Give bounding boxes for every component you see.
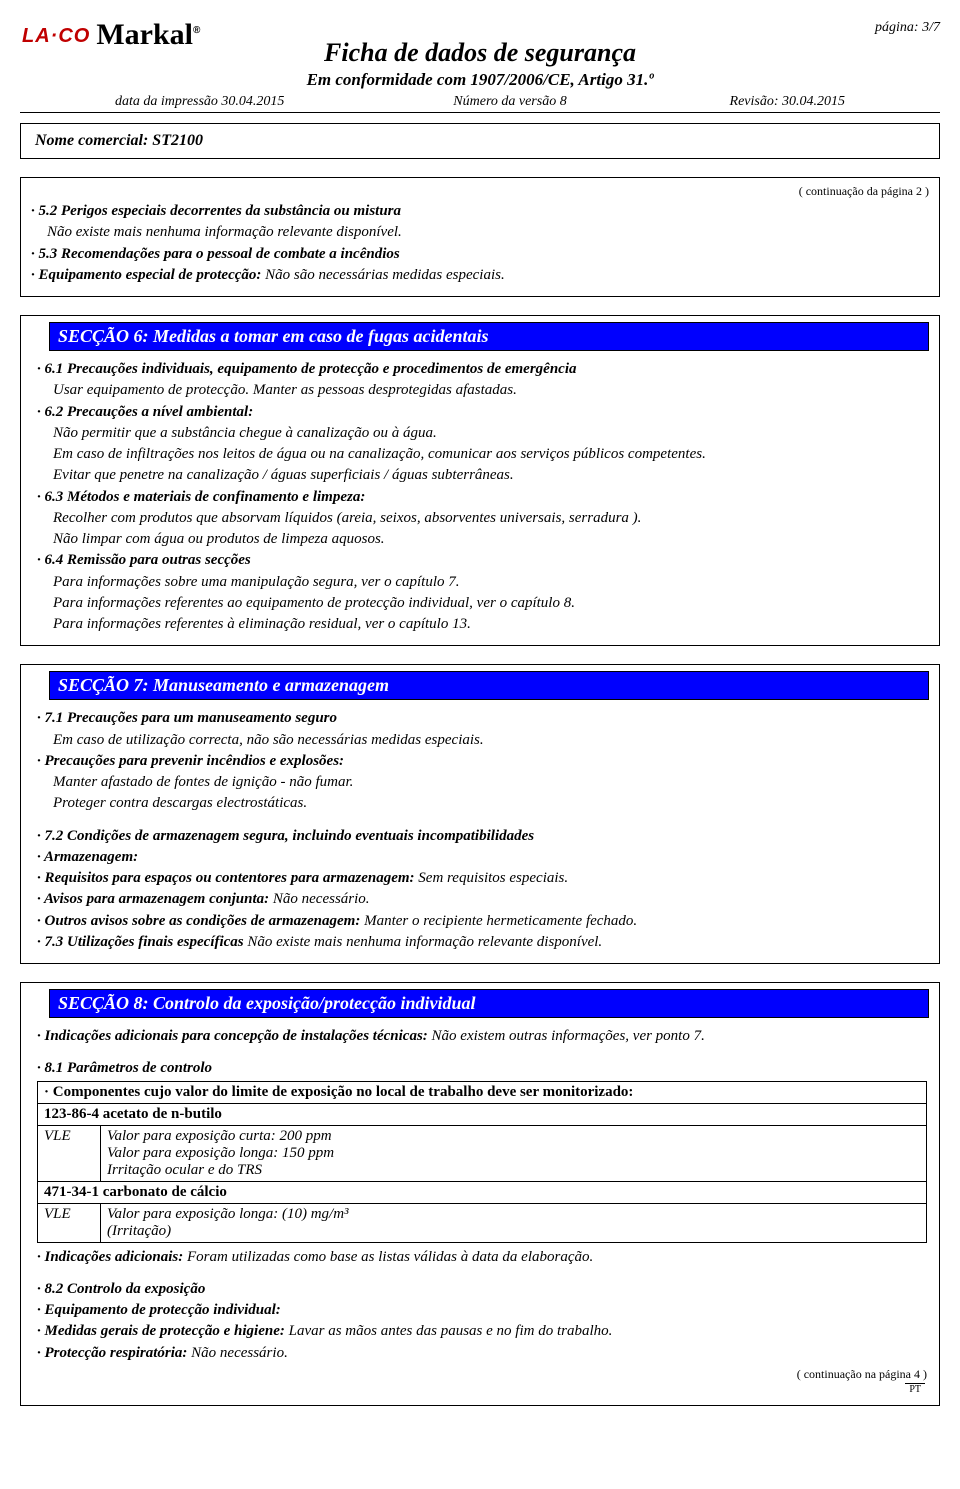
section-6: SECÇÃO 6: Medidas a tomar em caso de fug… xyxy=(20,315,940,646)
sec6-3-t2: Não limpar com água ou produtos de limpe… xyxy=(37,529,927,549)
sec8-2b-label: Medidas gerais de protecção e higiene: xyxy=(37,1323,285,1339)
sec7-2a-label: Armazenagem: xyxy=(37,849,138,865)
sec6-1-label: 6.1 Precauções individuais, equipamento … xyxy=(37,361,577,377)
sec7-3-text: Não existe mais nenhuma informação relev… xyxy=(244,934,603,950)
sec8-2-label: 8.2 Controlo da exposição xyxy=(37,1281,205,1297)
exposure-table-header: · Componentes cujo valor do limite de ex… xyxy=(44,1084,633,1100)
section-8: SECÇÃO 8: Controlo da exposição/protecçã… xyxy=(20,982,940,1406)
sec7-2b-label: Requisitos para espaços ou contentores p… xyxy=(37,870,415,886)
sec5-3-label: 5.3 Recomendações para o pessoal de comb… xyxy=(31,246,400,262)
sec6-2-label: 6.2 Precauções a nível ambiental: xyxy=(37,404,253,420)
sec7-2-label: 7.2 Condições de armazenagem segura, inc… xyxy=(37,828,534,844)
sec6-4-label: 6.4 Remissão para outras secções xyxy=(37,552,251,568)
sec6-3-t1: Recolher com produtos que absorvam líqui… xyxy=(37,508,927,528)
version-number: Número da versão 8 xyxy=(375,94,645,110)
sec7-2c-text: Não necessário. xyxy=(269,891,369,907)
sec8-b-label: Indicações adicionais: xyxy=(37,1249,183,1265)
logo-laco-text: LA·CO xyxy=(22,26,90,46)
sec7-1-t1: Em caso de utilização correcta, não são … xyxy=(37,730,927,750)
sec6-2-t1: Não permitir que a substância chegue à c… xyxy=(37,423,927,443)
cas-row-1: 123-86-4 acetato de n-butilo xyxy=(38,1104,926,1126)
sec7-1b-t1: Manter afastado de fontes de ignição - n… xyxy=(37,772,927,792)
continued-to-note: ( continuação na página 4 ) xyxy=(37,1367,927,1382)
section-7: SECÇÃO 7: Manuseamento e armazenagem 7.1… xyxy=(20,664,940,964)
section-7-header: SECÇÃO 7: Manuseamento e armazenagem xyxy=(49,671,929,700)
sec8-2c-text: Não necessário. xyxy=(187,1345,287,1361)
product-name-box: Nome comercial: ST2100 xyxy=(20,123,940,159)
sec5-3b-label: Equipamento especial de protecção: xyxy=(31,267,261,283)
section-8-header: SECÇÃO 8: Controlo da exposição/protecçã… xyxy=(49,989,929,1018)
sec8-a-label: Indicações adicionais para concepção de … xyxy=(37,1028,428,1044)
sec7-1b-label: Precauções para prevenir incêndios e exp… xyxy=(37,753,344,769)
sec8-a-text: Não existem outras informações, ver pont… xyxy=(428,1028,705,1044)
cas2-line2: (Irritação) xyxy=(107,1223,920,1240)
section-5-continuation: ( continuação da página 2 ) 5.2 Perigos … xyxy=(20,177,940,297)
sec8-b-text: Foram utilizadas como base as listas vál… xyxy=(183,1249,593,1265)
logo: LA·CO Markal® xyxy=(22,14,200,48)
sec7-2d-text: Manter o recipiente hermeticamente fecha… xyxy=(360,913,637,929)
sec8-1-label: 8.1 Parâmetros de controlo xyxy=(37,1060,212,1076)
sec7-2c-label: Avisos para armazenagem conjunta: xyxy=(37,891,269,907)
sec8-2b-text: Lavar as mãos antes das pausas e no fim … xyxy=(285,1323,613,1339)
continued-from-note: ( continuação da página 2 ) xyxy=(31,184,929,199)
vle-label-2: VLE xyxy=(38,1204,101,1242)
cas-row-2: 471-34-1 carbonato de cálcio xyxy=(38,1182,926,1204)
page: página: 3/7 LA·CO Markal® Ficha de dados… xyxy=(0,0,960,1464)
cas1-line1: Valor para exposição curta: 200 ppm xyxy=(107,1128,920,1145)
sec6-3-label: 6.3 Métodos e materiais de confinamento … xyxy=(37,489,365,505)
vle-label-1: VLE xyxy=(38,1126,101,1181)
sec5-3b-text: Não são necessárias medidas especiais. xyxy=(261,267,504,283)
sec5-2-text: Não existe mais nenhuma informação relev… xyxy=(31,222,929,242)
sec7-3-label: 7.3 Utilizações finais específicas xyxy=(37,934,244,950)
sec5-2-label: 5.2 Perigos especiais decorrentes da sub… xyxy=(31,203,401,219)
sec7-2d-label: Outros avisos sobre as condições de arma… xyxy=(37,913,360,929)
cas1-line2: Valor para exposição longa: 150 ppm xyxy=(107,1145,920,1162)
sec8-2a-label: Equipamento de protecção individual: xyxy=(37,1302,281,1318)
sec6-1-text: Usar equipamento de protecção. Manter as… xyxy=(37,380,927,400)
revision-date: Revisão: 30.04.2015 xyxy=(645,94,845,110)
header-divider xyxy=(20,112,940,113)
exposure-limits-table: · Componentes cujo valor do limite de ex… xyxy=(37,1081,927,1243)
sec6-4-t1: Para informações sobre uma manipulação s… xyxy=(37,572,927,592)
sec7-1-label: 7.1 Precauções para um manuseamento segu… xyxy=(37,710,337,726)
language-mark: PT xyxy=(37,1384,927,1395)
section-6-header: SECÇÃO 6: Medidas a tomar em caso de fug… xyxy=(49,322,929,351)
sec6-2-t2: Em caso de infiltrações nos leitos de ág… xyxy=(37,444,927,464)
sec7-2b-text: Sem requisitos especiais. xyxy=(415,870,569,886)
sec6-2-t3: Evitar que penetre na canalização / água… xyxy=(37,465,927,485)
product-name: Nome comercial: ST2100 xyxy=(29,128,931,154)
doc-subtitle: Em conformidade com 1907/2006/CE, Artigo… xyxy=(20,70,940,90)
header-info-row: data da impressão 30.04.2015 Número da v… xyxy=(20,94,940,110)
cas1-line3: Irritação ocular e do TRS xyxy=(107,1162,920,1179)
sec6-4-t3: Para informações referentes à eliminação… xyxy=(37,614,927,634)
sec7-1b-t2: Proteger contra descargas electrostática… xyxy=(37,793,927,813)
sec6-4-t2: Para informações referentes ao equipamen… xyxy=(37,593,927,613)
cas2-line1: Valor para exposição longa: (10) mg/m³ xyxy=(107,1206,920,1223)
sec8-2c-label: Protecção respiratória: xyxy=(37,1345,187,1361)
logo-markal-text: Markal® xyxy=(96,18,200,52)
print-date: data da impressão 30.04.2015 xyxy=(115,94,375,110)
